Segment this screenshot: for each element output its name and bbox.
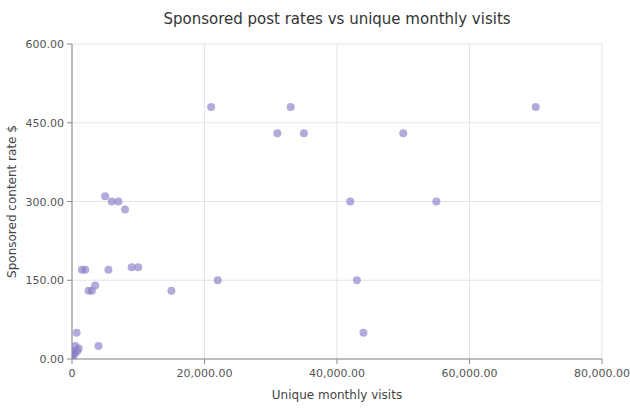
title: Sponsored post rates vs unique monthly v…	[163, 10, 510, 28]
tick-x	[204, 359, 205, 364]
axis-y	[72, 44, 73, 359]
point	[353, 276, 361, 284]
tick-label-y: 0.00	[40, 353, 65, 366]
tick-y	[67, 280, 72, 281]
grid-line-y	[72, 359, 602, 360]
grid-line-y	[72, 122, 602, 123]
point	[214, 276, 222, 284]
point	[75, 345, 83, 353]
x-axis-label: Unique monthly visits	[272, 388, 402, 402]
point	[273, 129, 281, 137]
point	[432, 198, 440, 206]
y-axis-label: Sponsored content rate $	[5, 125, 19, 278]
grid-line-y	[72, 44, 602, 45]
tick-x	[72, 359, 73, 364]
tick-label-x: 40,000.00	[309, 367, 365, 380]
point	[91, 282, 99, 290]
axes: 0 20,000.00 40,000.00 60,000.00 80,000.00 0.0…	[26, 38, 630, 380]
tick-x	[602, 359, 603, 364]
chart-container: 0 20,000.00 40,000.00 60,000.00 80,000.00 0.0…	[0, 0, 630, 411]
point	[134, 263, 142, 271]
point	[121, 205, 129, 213]
tick-label-y: 300.00	[26, 196, 65, 209]
tick-x	[337, 359, 338, 364]
grid-line-x	[72, 44, 73, 359]
tick-x	[469, 359, 470, 364]
tick-label-y: 600.00	[26, 38, 65, 51]
point	[287, 103, 295, 111]
grid-line-y	[72, 201, 602, 202]
tick-y	[67, 44, 72, 45]
axis-x	[72, 359, 602, 360]
point	[101, 192, 109, 200]
tick-label-y: 450.00	[26, 117, 65, 130]
point	[81, 266, 89, 274]
point	[346, 198, 354, 206]
grid	[72, 44, 602, 359]
point	[532, 103, 540, 111]
tick-label-y: 150.00	[26, 274, 65, 287]
tick-label-x: 60,000.00	[442, 367, 498, 380]
tick-y	[67, 122, 72, 123]
point	[104, 266, 112, 274]
points	[72, 103, 540, 359]
grid-line-y	[72, 280, 602, 281]
tick-label-x: 20,000.00	[177, 367, 233, 380]
tick-y	[67, 201, 72, 202]
tick-y	[67, 359, 72, 360]
point	[300, 129, 308, 137]
point	[360, 329, 368, 337]
tick-label-x: 0	[69, 367, 76, 380]
chart: 0 20,000.00 40,000.00 60,000.00 80,000.00 0.0…	[0, 0, 630, 411]
point	[167, 287, 175, 295]
point	[399, 129, 407, 137]
point	[207, 103, 215, 111]
point	[114, 198, 122, 206]
tick-label-x: 80,000.00	[574, 367, 630, 380]
point	[95, 342, 103, 350]
point	[73, 329, 81, 337]
